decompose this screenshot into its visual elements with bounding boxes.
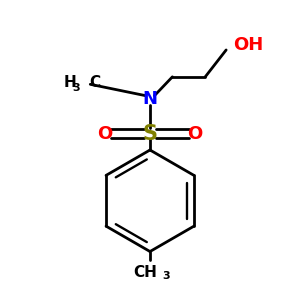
Text: CH: CH: [134, 265, 158, 280]
Text: N: N: [142, 90, 158, 108]
Text: H: H: [64, 75, 77, 90]
Text: O: O: [98, 124, 113, 142]
Text: 3: 3: [72, 83, 80, 93]
Text: O: O: [187, 124, 202, 142]
Text: OH: OH: [234, 37, 264, 55]
Text: C: C: [89, 75, 100, 90]
Text: S: S: [142, 124, 158, 144]
Text: 3: 3: [162, 271, 169, 281]
